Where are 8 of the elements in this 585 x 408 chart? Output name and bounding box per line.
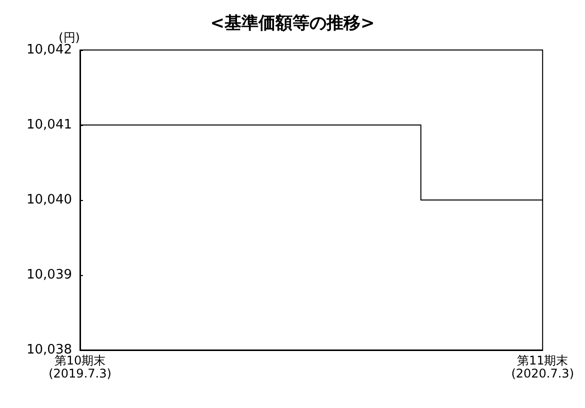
y-tick-label: 10,039 [26, 268, 72, 282]
y-tick-label: 10,041 [26, 118, 72, 132]
x-tick-label: 第11期末 (2020.7.3) [511, 354, 574, 380]
y-tick-label: 10,040 [26, 192, 72, 208]
x-tick-label: 第10期末 (2019.7.3) [48, 354, 112, 380]
y-tick-label: 10,042 [26, 42, 72, 58]
y-axis-title: (円) [58, 30, 80, 45]
chart-title: <基準価額等の推移> [210, 14, 375, 34]
